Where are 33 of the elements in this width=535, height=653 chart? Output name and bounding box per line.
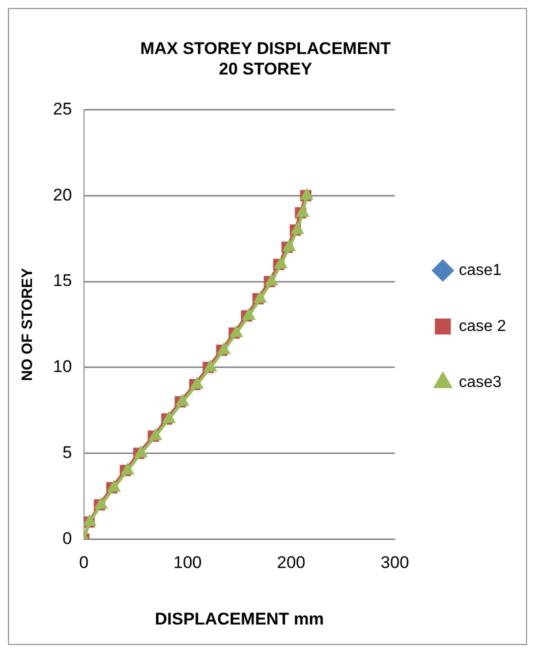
y-axis-title: NO OF STOREY: [19, 268, 36, 382]
x-tick-label: 0: [79, 553, 89, 572]
point: [282, 239, 296, 252]
point: [264, 274, 278, 286]
y-tick-label: 0: [62, 528, 72, 548]
point: [162, 410, 176, 423]
x-tick-label: 100: [173, 553, 202, 572]
point: [242, 308, 256, 320]
y-tick-label: 25: [52, 99, 72, 118]
point: [107, 480, 121, 492]
y-tick-label: 15: [52, 271, 72, 290]
point: [120, 462, 134, 474]
point: [203, 359, 218, 372]
x-axis-title: DISPLACEMENT mm: [154, 609, 324, 628]
legend-label: case3: [458, 374, 502, 391]
x-tick-label: 200: [277, 553, 306, 572]
legend-label: case1: [458, 262, 502, 279]
point: [274, 256, 288, 268]
legend-label: case 2: [458, 318, 506, 335]
point: [175, 394, 190, 406]
x-tick-label: 300: [380, 553, 410, 572]
point: [253, 290, 268, 303]
point: [216, 342, 231, 354]
point: [148, 428, 162, 440]
point: [190, 376, 204, 389]
y-tick-label: 20: [52, 185, 72, 204]
point: [229, 325, 244, 338]
chart-title: MAX STOREY DISPLACEMENT 20 STOREY: [140, 38, 392, 78]
y-tick-label: 10: [52, 357, 72, 376]
point: [290, 222, 304, 234]
point: [94, 496, 108, 509]
y-tick-label: 5: [62, 443, 72, 462]
point: [134, 445, 148, 458]
